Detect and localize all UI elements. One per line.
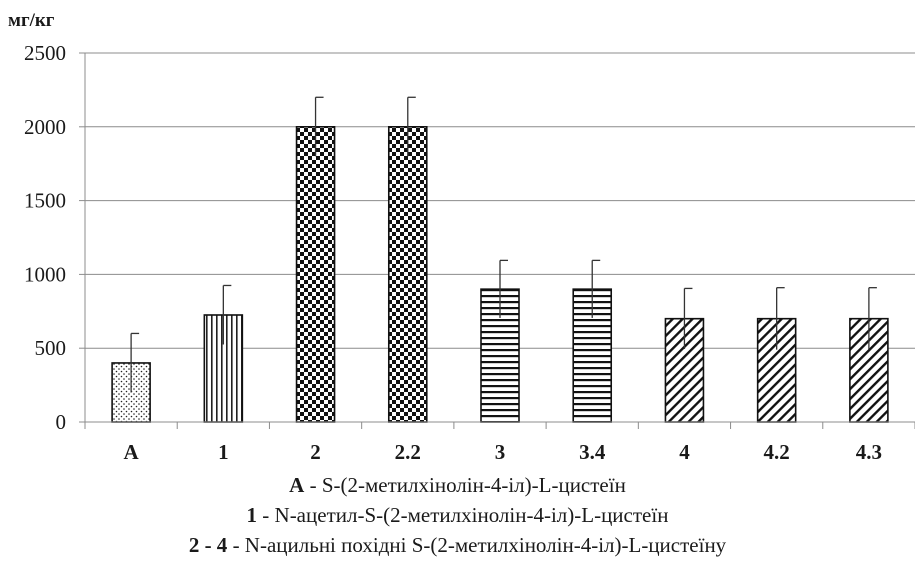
x-tick-labels: A 1 2 2.2 3 3.4 4 4.2 4.3 — [124, 440, 882, 464]
legend-key-2-4: 2 - 4 — [188, 533, 228, 557]
x-tick-label-4-3: 4.3 — [856, 440, 882, 464]
legend-key-1: 1 — [246, 503, 258, 527]
x-tick-label-4: 4 — [679, 440, 690, 464]
legend-text-1: - N-ацетил-S-(2-метилхінолін-4-іл)-L-цис… — [257, 503, 669, 527]
legend-text-2-4: - N-ацильні похідні S-(2-метилхінолін-4-… — [227, 533, 727, 557]
x-tick-label-a: A — [124, 440, 140, 464]
bar-2-2 — [387, 126, 428, 423]
y-tick-label-1000: 1000 — [24, 262, 66, 286]
x-tick-label-2-2: 2.2 — [395, 440, 421, 464]
legend-key-a: A — [289, 473, 305, 497]
legend-text-a: - S-(2-метилхінолін-4-іл)-L-цистеїн — [304, 473, 626, 497]
legend-line-1: 1 - N-ацетил-S-(2-метилхінолін-4-іл)-L-ц… — [0, 503, 915, 528]
y-tick-label-0: 0 — [56, 410, 67, 434]
y-tick-label-2500: 2500 — [24, 41, 66, 65]
axes — [84, 53, 915, 429]
y-tick-label-2000: 2000 — [24, 115, 66, 139]
bar-2 — [295, 126, 336, 423]
y-tick-label-500: 500 — [35, 336, 67, 360]
bar-chart: мг/кг 0 500 1000 1500 2000 2500 A 1 2 2.2 3 3.4 4 4.… — [8, 10, 915, 464]
x-tick-label-3: 3 — [495, 440, 506, 464]
x-tick-label-2: 2 — [310, 440, 321, 464]
legend-line-2-4: 2 - 4 - N-ацильні похідні S-(2-метилхіно… — [0, 533, 915, 558]
y-tick-label-1500: 1500 — [24, 189, 66, 213]
x-tick-label-1: 1 — [218, 440, 229, 464]
y-axis-unit-label: мг/кг — [8, 10, 55, 31]
error-bars — [130, 96, 877, 393]
y-tick-labels: 0 500 1000 1500 2000 2500 — [24, 41, 66, 434]
x-tick-label-4-2: 4.2 — [764, 440, 790, 464]
x-tick-label-3-4: 3.4 — [579, 440, 606, 464]
legend-line-a: A - S-(2-метилхінолін-4-іл)-L-цистеїн — [0, 473, 915, 498]
